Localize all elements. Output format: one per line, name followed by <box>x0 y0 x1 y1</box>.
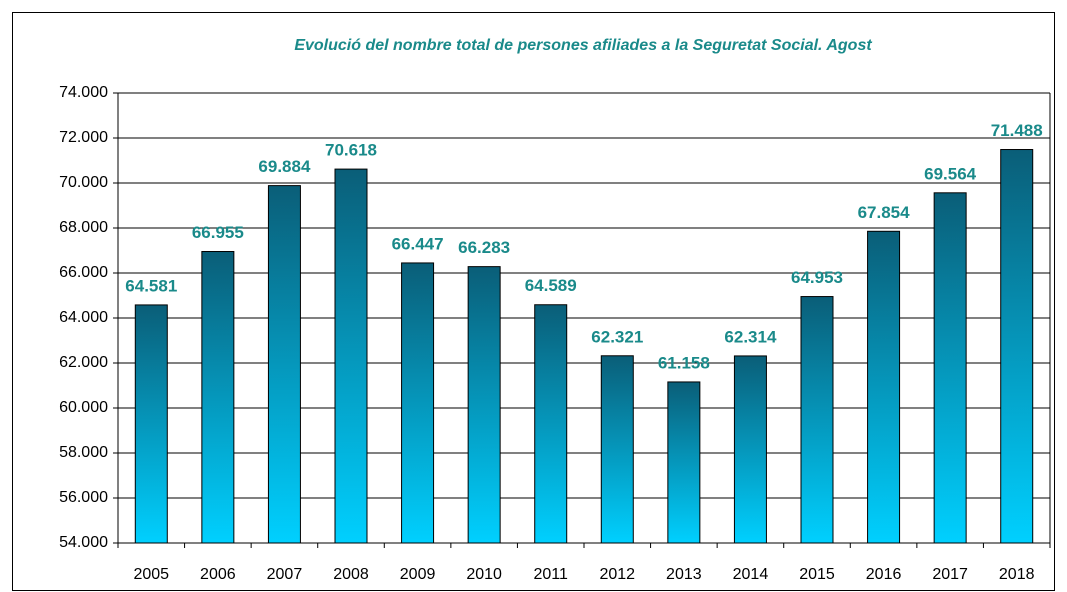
x-tick-label: 2011 <box>534 566 569 583</box>
bar <box>800 296 834 544</box>
frame <box>12 12 1055 591</box>
bar <box>334 168 368 544</box>
bar <box>667 381 701 544</box>
bar <box>733 355 767 544</box>
x-tick-label: 2005 <box>133 566 169 583</box>
value-label: 70.618 <box>325 141 377 160</box>
x-tick-label: 2006 <box>200 566 236 583</box>
bar <box>600 355 634 544</box>
y-tick-label: 54.000 <box>59 534 108 551</box>
y-tick-label: 72.000 <box>59 129 108 146</box>
value-label: 69.564 <box>924 164 977 183</box>
value-label: 66.283 <box>458 238 510 257</box>
bar <box>534 304 568 544</box>
x-tick-label: 2007 <box>267 566 303 583</box>
bar <box>201 251 235 544</box>
y-tick-label: 58.000 <box>59 444 108 461</box>
y-tick-label: 66.000 <box>59 264 108 281</box>
y-tick-label: 62.000 <box>59 354 108 371</box>
x-tick-label: 2016 <box>866 566 902 583</box>
value-label: 62.314 <box>724 327 777 346</box>
x-tick-label: 2014 <box>733 566 769 583</box>
value-label: 66.955 <box>192 223 244 242</box>
x-tick-label: 2015 <box>799 566 835 583</box>
bar <box>1000 149 1034 544</box>
y-tick-label: 56.000 <box>59 489 108 506</box>
bar <box>467 266 501 544</box>
y-tick-label: 64.000 <box>59 309 108 326</box>
value-label: 71.488 <box>991 121 1043 140</box>
x-tick-label: 2009 <box>400 566 436 583</box>
value-label: 62.321 <box>591 327 643 346</box>
bar <box>933 192 967 544</box>
bar <box>267 185 301 544</box>
value-label: 61.158 <box>658 353 710 372</box>
y-tick-label: 60.000 <box>59 399 108 416</box>
x-tick-label: 2012 <box>599 566 635 583</box>
value-label: 64.581 <box>125 276 177 295</box>
y-tick-label: 70.000 <box>59 174 108 191</box>
y-tick-label: 68.000 <box>59 219 108 236</box>
bar <box>867 230 901 544</box>
x-tick-label: 2013 <box>666 566 702 583</box>
value-label: 69.884 <box>258 157 311 176</box>
chart-title: Evolució del nombre total de persones af… <box>294 37 872 54</box>
x-tick-label: 2010 <box>466 566 502 583</box>
x-tick-label: 2008 <box>333 566 369 583</box>
bar <box>134 304 168 544</box>
x-tick-label: 2017 <box>932 566 968 583</box>
y-tick-label: 74.000 <box>59 84 108 101</box>
value-label: 64.953 <box>791 268 843 287</box>
value-label: 67.854 <box>858 203 911 222</box>
value-label: 64.589 <box>525 276 577 295</box>
x-tick-label: 2018 <box>999 566 1035 583</box>
bar <box>401 262 435 544</box>
value-label: 66.447 <box>392 234 444 253</box>
